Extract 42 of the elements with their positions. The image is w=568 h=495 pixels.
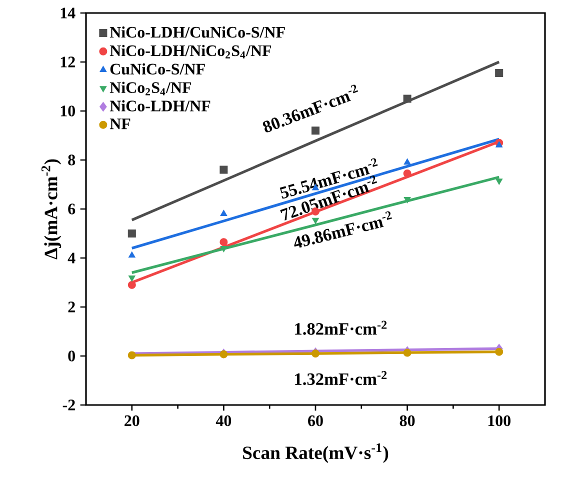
- x-tick-label: 60: [308, 415, 323, 426]
- legend-label: NF: [110, 118, 130, 130]
- y-tick-label: 6: [68, 204, 76, 214]
- legend-label: CuNiCo-S/NF: [110, 63, 205, 75]
- point: [128, 275, 136, 282]
- legend-label: NiCo$_{2}$S$_{4}$/NF: [110, 82, 192, 96]
- x-tick-label: 20: [124, 415, 140, 426]
- y-axis-title: Δj(mA·cm$^{-2}$): [42, 159, 62, 260]
- point: [220, 210, 228, 216]
- point: [404, 158, 411, 165]
- point: [496, 141, 503, 148]
- point: [220, 246, 228, 252]
- y-tick-label: 12: [60, 56, 75, 68]
- point: [495, 348, 504, 356]
- y-tick-label: 14: [60, 8, 76, 18]
- y-tick-label: 0: [68, 350, 75, 362]
- y-tick-label: 8: [68, 154, 76, 166]
- x-tick-label: 40: [216, 415, 232, 426]
- point: [404, 197, 411, 204]
- x-tick-label: 100: [488, 415, 510, 426]
- point: [128, 229, 136, 238]
- point: [128, 280, 136, 289]
- point: [220, 166, 228, 174]
- point: [496, 178, 503, 185]
- point: [403, 348, 412, 357]
- point: [403, 169, 412, 178]
- legend-label: NiCo-LDH/NF: [110, 100, 210, 112]
- y-tick-label: 2: [68, 302, 75, 312]
- annotation: 1.82mF·cm$^{-2}$: [295, 320, 387, 335]
- y-tick-label: 4: [68, 252, 76, 264]
- point: [128, 252, 136, 258]
- point: [403, 94, 412, 103]
- x-axis-title: Scan Rate(mV·s$^{-1}$): [243, 443, 388, 463]
- annotation: 1.32mF·cm$^{-2}$: [295, 370, 387, 386]
- y-tick-label: 10: [60, 106, 75, 116]
- x-tick-label: 80: [400, 415, 415, 426]
- point: [128, 351, 136, 360]
- point: [220, 238, 228, 246]
- point: [495, 69, 504, 78]
- y-tick-label: -2: [62, 400, 75, 410]
- legend-label: NiCo-LDH/NiCo$_{2}$S$_{4}$/NF: [110, 44, 272, 58]
- legend-label: NiCo-LDH/CuNiCo-S/NF: [110, 26, 285, 38]
